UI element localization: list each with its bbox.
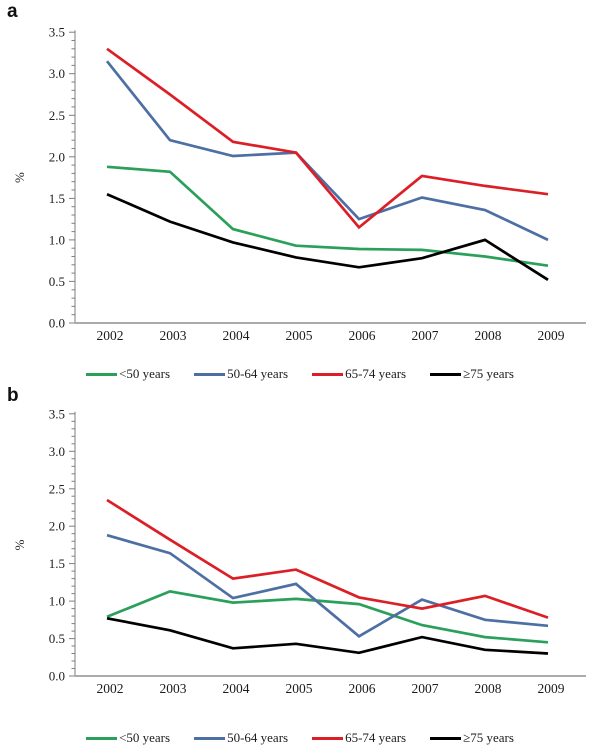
series-line-2	[106, 47, 549, 230]
y-tick-label: 1.5	[49, 191, 65, 206]
legend-label: ≥75 years	[463, 366, 514, 381]
panel-a: a 0.0 0.5 1.0 1.5 2.0 2.5 3.0 3.5 2002 2003 2004 20…	[0, 1, 600, 382]
x-tick-label: 2005	[286, 328, 313, 343]
legend-swatch	[312, 372, 344, 376]
x-tick-label: 2003	[160, 681, 187, 696]
y-tick-label: 3.0	[49, 444, 65, 459]
legend-item: 50-64 years	[194, 366, 288, 382]
legend-swatch	[194, 372, 226, 376]
x-tick-label: 2008	[475, 681, 502, 696]
legend-item: 50-64 years	[194, 730, 288, 746]
series-line-3	[106, 192, 549, 281]
legend-swatch	[86, 372, 118, 376]
panel-b-letter: b	[7, 385, 19, 406]
y-tick-label: 2.0	[49, 519, 65, 534]
x-tick-label: 2002	[97, 328, 124, 343]
chart-b: 0.0 0.5 1.0 1.5 2.0 2.5 3.0 3.5 2002 2003 2004 2005…	[12, 406, 586, 696]
y-tick-label: 2.5	[49, 108, 65, 123]
panel-b: b 0.0 0.5 1.0 1.5 2.0 2.5 3.0 3.5 2002 2003 2004 20…	[0, 384, 600, 751]
x-tick-label: 2009	[538, 681, 565, 696]
y-tick-label: 0.5	[49, 274, 65, 289]
legend-item: ≥75 years	[430, 366, 514, 382]
legend-item: 65-74 years	[312, 730, 406, 746]
legend-swatch	[312, 736, 344, 740]
legend-label: <50 years	[119, 366, 171, 381]
y-tick-label: 2.0	[49, 149, 65, 164]
series-line-0	[106, 590, 549, 644]
x-tick-label: 2009	[538, 328, 565, 343]
series-line-3	[106, 616, 549, 655]
panel-a-letter: a	[7, 1, 18, 22]
y-axis-title: %	[12, 172, 27, 183]
y-tick-label: 2.5	[49, 481, 65, 496]
legend-b: <50 years 50-64 years 65-74 years ≥75 years	[0, 730, 600, 746]
x-tick-label: 2004	[223, 328, 250, 343]
y-tick-label: 1.0	[49, 594, 65, 609]
y-axis-title: %	[12, 539, 27, 550]
series-line-1	[105, 60, 549, 242]
y-tick-label: 3.5	[49, 406, 65, 421]
y-tick-label: 0.0	[49, 669, 65, 684]
x-tick-label: 2005	[286, 681, 313, 696]
x-tick-label: 2004	[223, 681, 250, 696]
legend-label: 65-74 years	[345, 730, 407, 745]
series-line-1	[106, 533, 549, 638]
legend-label: 65-74 years	[345, 366, 407, 381]
series-line-0	[106, 165, 549, 268]
y-tick-label: 3.5	[49, 25, 65, 40]
x-tick-label: 2006	[349, 681, 376, 696]
x-tick-label: 2007	[412, 328, 439, 343]
x-tick-label: 2003	[160, 328, 187, 343]
legend-item: <50 years	[86, 730, 170, 746]
legend-swatch	[430, 372, 462, 376]
legend-label: <50 years	[119, 730, 171, 745]
legend-label: 50-64 years	[227, 366, 289, 381]
legend-item: ≥75 years	[430, 730, 514, 746]
y-tick-label: 0.5	[49, 631, 65, 646]
x-tick-label: 2007	[412, 681, 439, 696]
y-tick-label: 3.0	[49, 66, 65, 81]
y-tick-label: 1.0	[49, 232, 65, 247]
y-tick-label: 1.5	[49, 556, 65, 571]
legend-label: 50-64 years	[227, 730, 289, 745]
legend-item: <50 years	[86, 366, 170, 382]
series-line-2	[106, 498, 549, 619]
chart-a: 0.0 0.5 1.0 1.5 2.0 2.5 3.0 3.5 2002 2003 2004 2005…	[12, 25, 586, 343]
x-tick-label: 2002	[97, 681, 124, 696]
legend-swatch	[430, 736, 462, 740]
legend-a: <50 years 50-64 years 65-74 years ≥75 years	[0, 366, 600, 382]
legend-item: 65-74 years	[312, 366, 406, 382]
y-tick-label: 0.0	[49, 316, 65, 331]
legend-swatch	[194, 736, 226, 740]
x-tick-label: 2008	[475, 328, 502, 343]
legend-swatch	[86, 736, 118, 740]
legend-label: ≥75 years	[463, 730, 514, 745]
x-tick-label: 2006	[349, 328, 376, 343]
